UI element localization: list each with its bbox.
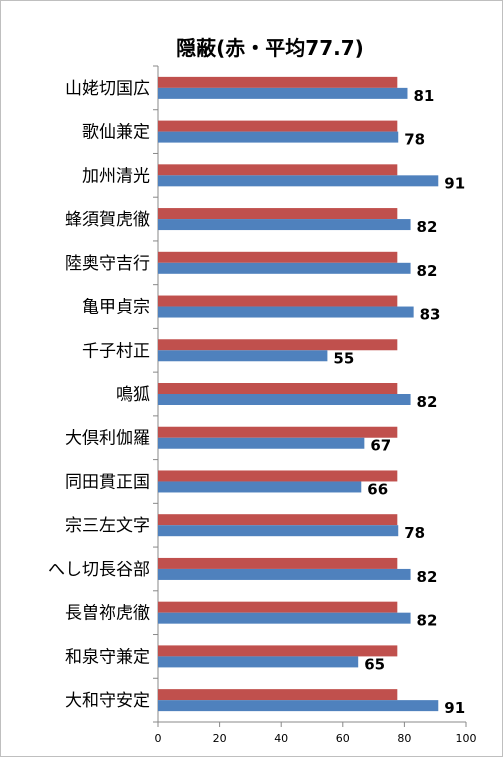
x-tick-label: 40	[274, 732, 288, 745]
category-label: 蜂須賀虎徹	[65, 210, 150, 230]
category-label: 山姥切国広	[65, 79, 150, 99]
bar-value	[158, 219, 411, 231]
category-label: 歌仙兼定	[82, 123, 150, 143]
data-label: 91	[444, 174, 465, 192]
bar-average	[158, 76, 398, 88]
bar-value	[158, 350, 328, 362]
category-label: 大倶利伽羅	[65, 429, 150, 449]
bar-value	[158, 262, 411, 274]
data-label: 66	[367, 480, 388, 498]
bar-value	[158, 656, 359, 668]
bar-value	[158, 175, 439, 187]
x-tick-label: 0	[155, 732, 162, 745]
bar-average	[158, 208, 398, 220]
bar-value	[158, 437, 365, 449]
data-label: 67	[370, 437, 391, 455]
bar-average	[158, 295, 398, 307]
bar-value	[158, 481, 362, 493]
bar-average	[158, 470, 398, 482]
category-label: 長曽祢虎徹	[65, 604, 150, 624]
bar-average	[158, 645, 398, 657]
bar-value	[158, 394, 411, 405]
bar-average	[158, 689, 398, 701]
data-label: 78	[404, 524, 425, 542]
category-label: 加州清光	[82, 166, 150, 186]
data-label: 82	[417, 612, 438, 630]
category-label: 千子村正	[82, 341, 150, 361]
bar-average	[158, 383, 398, 394]
x-tick-label: 100	[456, 732, 477, 745]
category-label: 陸奥守吉行	[65, 254, 150, 274]
data-label: 91	[444, 699, 465, 717]
data-label: 82	[417, 218, 438, 236]
bar-value	[158, 568, 411, 580]
category-label: 大和守安定	[65, 691, 150, 711]
category-label: 宗三左文字	[65, 516, 150, 536]
data-label: 82	[417, 393, 438, 411]
chart-title: 隠蔽(赤・平均77.7)	[176, 36, 364, 60]
bar-value	[158, 525, 399, 537]
data-label: 81	[413, 87, 434, 105]
bar-value	[158, 612, 411, 624]
category-label: 亀甲貞宗	[82, 298, 150, 318]
category-label: 和泉守兼定	[65, 647, 150, 667]
x-tick-label: 20	[213, 732, 227, 745]
bar-value	[158, 87, 408, 99]
bar-average	[158, 164, 398, 176]
data-label: 65	[364, 655, 385, 673]
bar-average	[158, 339, 398, 351]
data-label: 55	[333, 349, 354, 367]
category-label: へし切長谷部	[48, 560, 150, 580]
bar-average	[158, 426, 398, 438]
bar-value	[158, 131, 399, 143]
data-label: 82	[417, 262, 438, 280]
category-label: 鳴狐	[116, 385, 150, 405]
data-label: 83	[420, 306, 441, 324]
bar-average	[158, 251, 398, 263]
data-label: 82	[417, 568, 438, 586]
bar-average	[158, 514, 398, 526]
x-tick-label: 60	[336, 732, 350, 745]
bar-average	[158, 601, 398, 613]
x-tick-label: 80	[397, 732, 411, 745]
bar-value	[158, 306, 414, 318]
bar-average	[158, 557, 398, 569]
data-label: 78	[404, 131, 425, 149]
category-label: 同田貫正国	[65, 472, 150, 492]
bar-average	[158, 120, 398, 132]
bar-value	[158, 700, 439, 712]
